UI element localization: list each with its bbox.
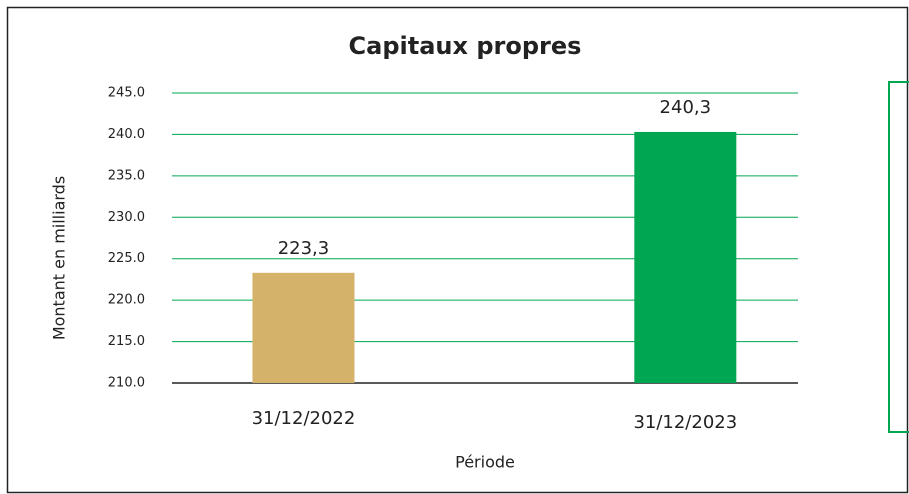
y-tick-label: 215.0 [108, 334, 145, 349]
y-tick-label: 245.0 [108, 86, 145, 101]
frame [6, 6, 909, 494]
data-label: 223,3 [278, 238, 330, 259]
x-tick-label: 31/12/2023 [633, 412, 737, 433]
y-tick-label: 240.0 [108, 127, 145, 142]
data-label: 240,3 [660, 97, 712, 118]
y-tick-label: 235.0 [108, 168, 145, 183]
legend-box [888, 81, 909, 433]
bar [252, 272, 355, 383]
y-axis-label: Montant en milliards [50, 176, 69, 340]
x-axis-label: Période [455, 453, 515, 472]
chart-title: Capitaux propres [349, 32, 582, 60]
y-tick-label: 225.0 [108, 251, 145, 266]
bar [634, 131, 737, 383]
y-tick-label: 210.0 [108, 376, 145, 391]
y-tick-label: 230.0 [108, 210, 145, 225]
y-tick-label: 220.0 [108, 293, 145, 308]
x-tick-label: 31/12/2022 [252, 408, 356, 429]
